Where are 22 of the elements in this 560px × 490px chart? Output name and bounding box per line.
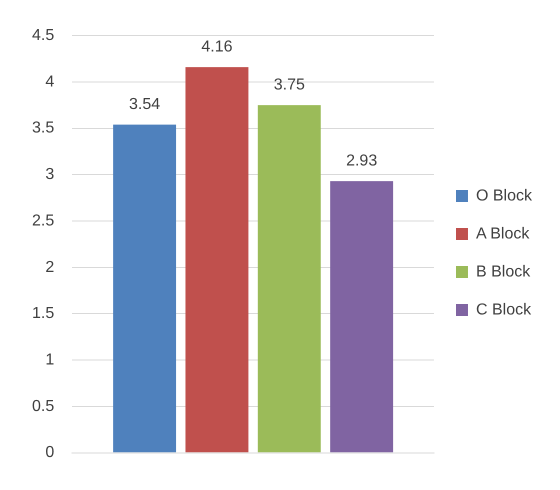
y-tick-label: 1: [45, 351, 54, 368]
y-tick-label: 4.5: [32, 27, 54, 44]
legend-label: B Block: [476, 263, 532, 280]
y-tick-label: 0: [45, 444, 54, 462]
data-label: 3.54: [129, 96, 160, 114]
bar: [113, 124, 176, 452]
y-tick-label: 2: [45, 258, 54, 276]
y-tick-label: 2.5: [32, 212, 54, 230]
y-tick-label: 1.5: [32, 305, 54, 322]
y-tick-label: 3.5: [32, 120, 54, 137]
legend-label: O Block: [476, 187, 533, 204]
bar: [258, 105, 321, 452]
y-tick-label: 4: [45, 73, 54, 90]
y-tick-label: 0.5: [32, 398, 54, 415]
data-label: 2.93: [346, 152, 378, 170]
bar: [185, 67, 248, 452]
data-label: 3.75: [274, 76, 305, 94]
y-tick-label: 3: [45, 166, 54, 184]
bar: [330, 181, 394, 452]
data-label: 4.16: [201, 38, 233, 56]
legend-label: C Block: [476, 301, 532, 318]
legend-label: A Block: [476, 225, 530, 242]
